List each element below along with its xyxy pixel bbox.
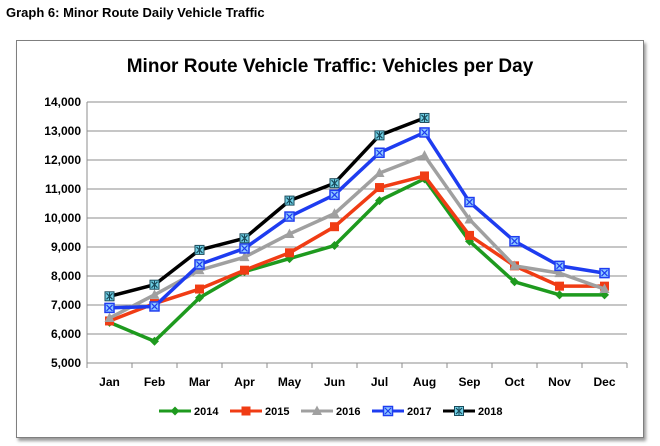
data-point bbox=[104, 291, 115, 302]
data-point bbox=[464, 213, 475, 224]
x-tick-label: Feb bbox=[144, 375, 165, 389]
data-point bbox=[149, 301, 160, 312]
data-point bbox=[555, 290, 564, 300]
legend-marker bbox=[241, 406, 251, 416]
data-point bbox=[510, 277, 519, 287]
x-tick-label: Nov bbox=[548, 375, 571, 389]
data-point bbox=[329, 189, 340, 201]
series-2014 bbox=[105, 174, 609, 346]
data-point bbox=[599, 283, 610, 294]
y-tick-label: 7,000 bbox=[51, 298, 81, 312]
data-point bbox=[104, 302, 115, 314]
series-2016 bbox=[104, 150, 610, 323]
series-line bbox=[108, 177, 605, 343]
x-tick-label: Sep bbox=[458, 375, 480, 389]
data-point bbox=[150, 336, 159, 346]
y-tick-label: 9,000 bbox=[51, 240, 81, 254]
data-point bbox=[104, 312, 115, 323]
data-point bbox=[420, 171, 429, 181]
data-point bbox=[194, 259, 205, 270]
data-point bbox=[149, 289, 160, 299]
y-tick-label: 5,000 bbox=[51, 356, 81, 370]
y-tick-label: 11,000 bbox=[45, 182, 81, 196]
legend-label: 2018 bbox=[478, 406, 502, 418]
data-point bbox=[329, 208, 340, 218]
legend-marker bbox=[170, 406, 180, 416]
chart-frame: Minor Route Vehicle Traffic: Vehicles pe… bbox=[16, 40, 644, 438]
legend-label: 2016 bbox=[336, 406, 360, 418]
y-tick-label: 12,000 bbox=[44, 153, 81, 167]
data-point bbox=[239, 251, 250, 262]
data-point bbox=[239, 233, 250, 244]
data-point bbox=[555, 281, 564, 291]
data-point bbox=[464, 196, 475, 208]
x-tick-label: Apr bbox=[234, 375, 255, 389]
series-line bbox=[109, 116, 426, 298]
data-point bbox=[285, 248, 294, 258]
data-point bbox=[374, 147, 385, 158]
legend-label: 2015 bbox=[265, 406, 289, 418]
data-point bbox=[419, 112, 430, 123]
x-tick-label: Jun bbox=[324, 375, 345, 389]
data-point bbox=[284, 195, 295, 206]
x-tick-label: Oct bbox=[504, 375, 524, 389]
data-point bbox=[149, 279, 160, 290]
data-point bbox=[195, 284, 204, 294]
x-tick-label: Dec bbox=[593, 375, 615, 389]
y-tick-label: 8,000 bbox=[51, 269, 81, 283]
data-point bbox=[375, 196, 384, 206]
data-point bbox=[465, 230, 474, 240]
legend-entry-2014: 2014 bbox=[159, 406, 219, 418]
series-2017 bbox=[104, 127, 610, 314]
data-point bbox=[509, 260, 520, 270]
legend-entry-2018: 2018 bbox=[443, 406, 502, 418]
legend-marker bbox=[312, 405, 322, 415]
data-point bbox=[239, 243, 250, 254]
legend-label: 2017 bbox=[407, 406, 431, 418]
chart-heading: Graph 6: Minor Route Daily Vehicle Traff… bbox=[6, 5, 265, 20]
legend-marker bbox=[454, 406, 464, 416]
data-point bbox=[419, 150, 430, 160]
data-point bbox=[419, 127, 430, 138]
data-point bbox=[509, 235, 520, 247]
data-point bbox=[375, 183, 384, 193]
x-tick-label: Jan bbox=[99, 375, 120, 389]
x-tick-label: Aug bbox=[413, 375, 436, 389]
series-line bbox=[109, 130, 605, 310]
line-chart: 5,000 6,000 7,000 8,000 9,000 10,000 11,000 12,… bbox=[44, 95, 628, 418]
series-2018 bbox=[104, 112, 430, 302]
data-point bbox=[554, 260, 565, 272]
y-tick-label: 13,000 bbox=[44, 124, 81, 138]
data-point bbox=[599, 267, 610, 279]
legend-entry-2017: 2017 bbox=[372, 405, 431, 418]
data-point bbox=[284, 228, 295, 238]
legend-marker bbox=[382, 405, 394, 417]
series-line bbox=[108, 174, 605, 323]
y-tick-label: 10,000 bbox=[44, 211, 81, 225]
legend-entry-2016: 2016 bbox=[301, 405, 360, 418]
legend-entry-2015: 2015 bbox=[230, 406, 289, 418]
data-point bbox=[240, 265, 249, 275]
x-tick-label: Jul bbox=[371, 375, 388, 389]
data-point bbox=[374, 167, 385, 178]
data-point bbox=[330, 241, 339, 251]
x-tick-label: Mar bbox=[189, 375, 211, 389]
data-point bbox=[284, 211, 295, 222]
data-point bbox=[329, 178, 340, 189]
y-tick-label: 6,000 bbox=[51, 327, 81, 341]
data-point bbox=[195, 293, 204, 303]
data-point bbox=[554, 267, 565, 278]
x-tick-label: May bbox=[278, 375, 302, 389]
chart-title: Minor Route Vehicle Traffic: Vehicles pe… bbox=[126, 56, 534, 77]
data-point bbox=[330, 222, 339, 232]
series-line bbox=[108, 153, 606, 320]
y-tick-label: 14,000 bbox=[44, 95, 81, 109]
legend-label: 2014 bbox=[194, 406, 219, 418]
data-point bbox=[194, 244, 205, 255]
data-point bbox=[374, 130, 385, 141]
